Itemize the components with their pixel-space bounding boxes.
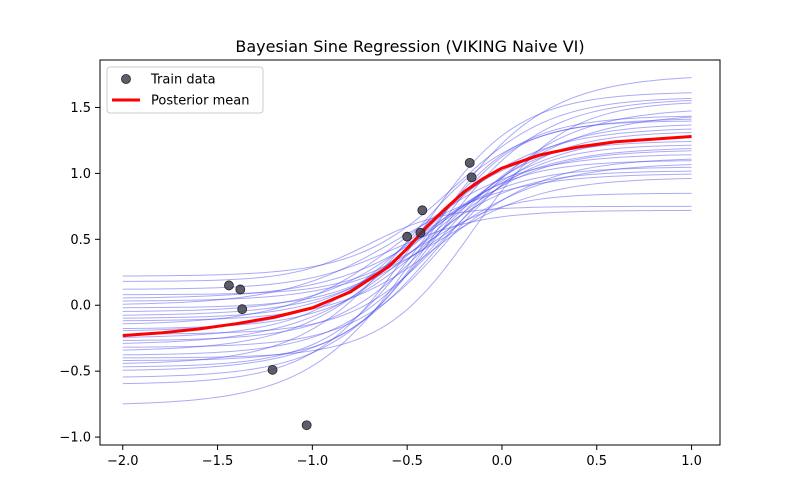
- posterior-sample-curve: [122, 102, 692, 359]
- x-tick-label: 1.0: [681, 454, 702, 469]
- posterior-sample-curve: [122, 205, 692, 282]
- train-data-point: [417, 205, 428, 216]
- train-data-point: [301, 420, 312, 431]
- y-tick-label: −1.0: [59, 431, 91, 446]
- posterior-sample-curve: [122, 177, 692, 302]
- posterior-sample-curve: [122, 158, 692, 322]
- y-axis: −1.0 −0.5 0.0 0.5 1.0 1.5: [59, 101, 100, 446]
- train-data-point: [466, 172, 477, 183]
- posterior-sample-curve: [122, 192, 692, 296]
- posterior-sample-curve: [122, 110, 692, 371]
- posterior-sample-curve: [122, 209, 692, 290]
- legend: Train data Posterior mean: [106, 66, 264, 114]
- y-tick-label: 1.0: [70, 167, 91, 182]
- train-data-point: [235, 284, 246, 295]
- x-tick-label: 0.0: [492, 454, 513, 469]
- x-tick-label: −2.0: [107, 454, 139, 469]
- posterior-sample-curve: [122, 170, 692, 309]
- posterior-sample-curve: [122, 166, 692, 312]
- x-tick-label: −1.0: [297, 454, 329, 469]
- posterior-sample-curve: [122, 77, 692, 405]
- posterior-sample-curve: [122, 115, 692, 368]
- posterior-sample-curve: [122, 120, 692, 361]
- x-tick-label: −0.5: [391, 454, 423, 469]
- train-data-point: [415, 227, 426, 238]
- posterior-sample-curve: [122, 140, 692, 338]
- y-tick-label: 0.5: [70, 233, 91, 248]
- train-data-layer: [224, 157, 477, 431]
- posterior-mean-line: [122, 134, 692, 338]
- y-tick-label: −0.5: [59, 365, 91, 380]
- legend-label-train-data: Train data: [150, 73, 216, 88]
- x-axis: −2.0 −1.5 −1.0 −0.5 0.0 0.5 1.0: [107, 445, 702, 469]
- posterior-sample-curve: [122, 131, 692, 348]
- x-tick-label: 0.5: [586, 454, 607, 469]
- train-data-point: [237, 304, 248, 315]
- chart-title: Bayesian Sine Regression (VIKING Naive V…: [235, 37, 584, 56]
- legend-marker-train-data: [121, 74, 131, 84]
- posterior-sample-curve: [122, 144, 692, 335]
- posterior-sample-curve: [122, 92, 692, 385]
- posterior-sample-curve: [122, 99, 692, 378]
- train-data-point: [402, 231, 413, 242]
- train-data-point: [464, 157, 475, 168]
- train-data-point: [224, 280, 234, 291]
- legend-box: [106, 66, 264, 114]
- posterior-mean-layer: [122, 134, 692, 338]
- train-data-point: [267, 364, 278, 375]
- posterior-sample-curve: [122, 124, 692, 356]
- plot-frame: [99, 59, 721, 446]
- y-tick-label: 1.5: [70, 101, 91, 116]
- posterior-sample-curve: [122, 97, 692, 277]
- y-tick-label: 0.0: [70, 299, 91, 314]
- x-tick-label: −1.5: [202, 454, 234, 469]
- legend-label-posterior-mean: Posterior mean: [151, 94, 249, 109]
- posterior-sample-curve: [122, 164, 692, 316]
